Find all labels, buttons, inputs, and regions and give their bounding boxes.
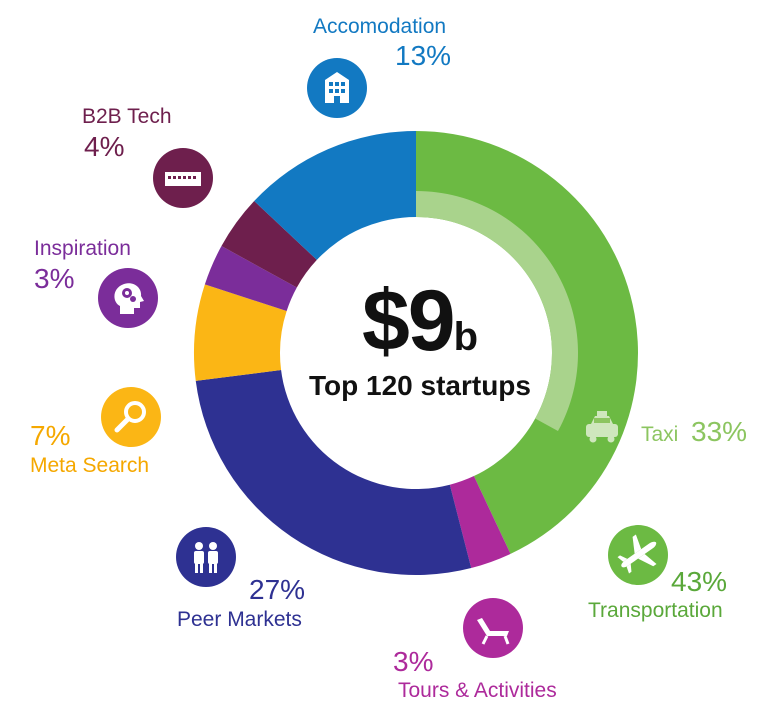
slice-peer-markets (195, 370, 472, 575)
slice-taxi (416, 191, 578, 432)
taxi-percent: 33% (691, 416, 748, 447)
accomodation-label: Accomodation (313, 15, 447, 38)
slice-transportation (416, 131, 638, 554)
total-suffix: b (453, 315, 479, 359)
slice-b2b-tech (221, 201, 317, 288)
beach-chair-icon (463, 598, 523, 658)
slice-meta-search (194, 284, 287, 381)
accomodation-percent: 13% (395, 40, 452, 71)
computer-icon (153, 148, 213, 208)
taxi-icon (586, 411, 618, 443)
building-icon (307, 58, 367, 118)
meta-search-percent: 7% (30, 420, 71, 451)
b2b-tech-percent: 4% (84, 131, 125, 162)
magnifier-icon (101, 387, 161, 447)
people-icon (176, 527, 236, 587)
tours-activities-percent: 3% (393, 646, 434, 677)
peer-markets-label: Peer Markets (177, 608, 302, 631)
inspiration-percent: 3% (34, 263, 75, 294)
head-gears-icon (98, 268, 158, 328)
inspiration-label: Inspiration (34, 237, 131, 260)
meta-search-label: Meta Search (30, 454, 150, 477)
taxi-label: Taxi (641, 423, 679, 446)
peer-markets-percent: 27% (249, 574, 306, 605)
tours-activities-label: Tours & Activities (398, 679, 557, 702)
center-subtitle: Top 120 startups (309, 370, 531, 401)
slice-tours-activities (449, 476, 511, 569)
slice-accomodation (254, 131, 416, 260)
donut-slices (194, 131, 638, 575)
slice-inspiration (204, 246, 297, 311)
transportation-label: Transportation (588, 599, 723, 622)
transportation-percent: 43% (671, 566, 728, 597)
total-amount: $9 (361, 273, 456, 369)
airplane-icon (608, 525, 668, 585)
taxi-sub-arc (416, 191, 578, 432)
center-total: $9b (330, 272, 510, 371)
b2b-tech-label: B2B Tech (82, 105, 172, 128)
